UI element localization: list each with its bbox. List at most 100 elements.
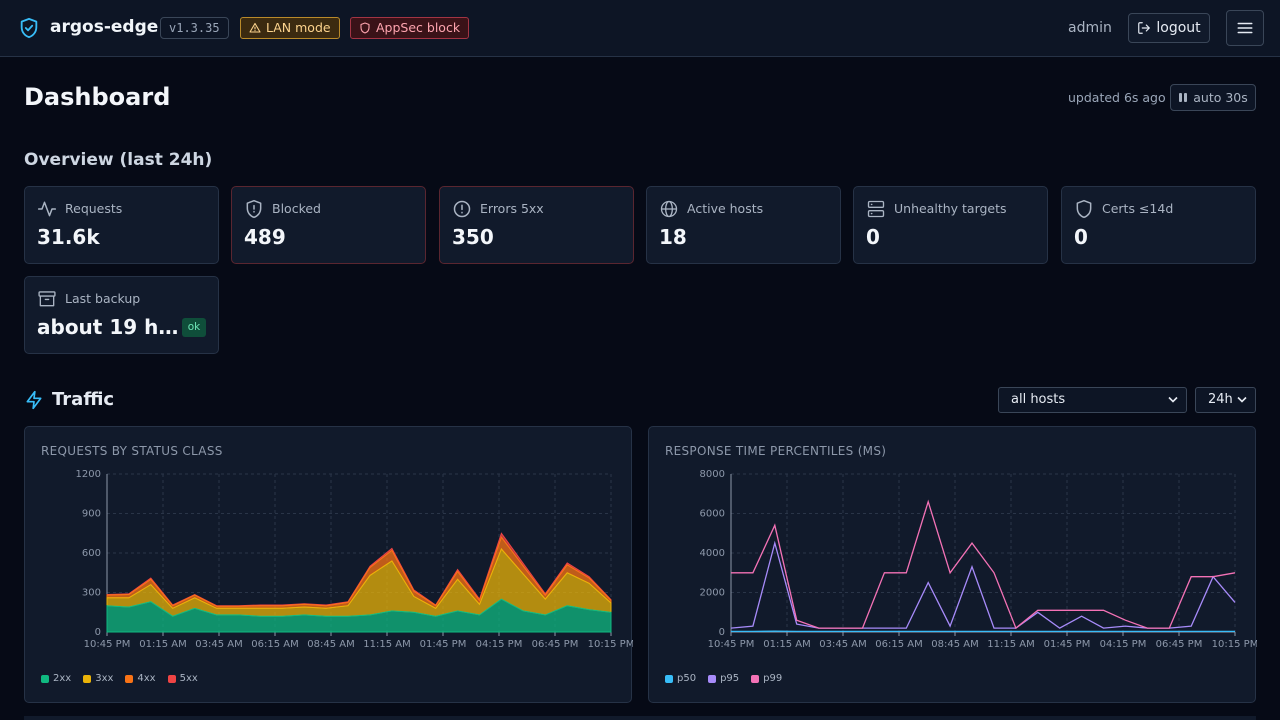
y-tick-label: 8000: [700, 469, 725, 480]
stat-label: Unhealthy targets: [894, 201, 1007, 216]
x-tick-label: 01:15 AM: [139, 639, 186, 650]
appsec-badge: AppSec block: [350, 17, 470, 39]
stat-value: about 19 h…: [37, 315, 179, 339]
menu-button[interactable]: [1226, 10, 1264, 46]
x-tick-label: 06:15 AM: [875, 639, 922, 650]
legend-label: p50: [677, 673, 697, 684]
stat-label: Active hosts: [687, 201, 764, 216]
stat-card-blocked[interactable]: Blocked 489: [231, 186, 426, 264]
stat-label: Errors 5xx: [480, 201, 544, 216]
x-tick-label: 10:45 PM: [708, 639, 755, 650]
chart-legend: p50 p95 p99: [665, 673, 782, 684]
stat-label: Certs ≤14d: [1102, 201, 1174, 216]
y-tick-label: 1200: [76, 469, 101, 480]
stat-value: 18: [659, 225, 687, 249]
lan-mode-label: LAN mode: [266, 20, 331, 35]
latency-chart: 0 2000 4000 6000 8000 10:45 PM 01:15 AM 03:45 A…: [700, 469, 1257, 650]
username: admin: [1068, 20, 1112, 36]
legend-label: 5xx: [179, 673, 198, 684]
stat-card-last-backup[interactable]: Last backup about 19 h… ok: [24, 276, 219, 354]
stat-card-requests[interactable]: Requests 31.6k: [24, 186, 219, 264]
chart-title: REQUESTS BY STATUS CLASS: [41, 444, 223, 458]
stat-card-active-hosts[interactable]: Active hosts 18: [646, 186, 841, 264]
stat-value: 0: [1074, 225, 1088, 249]
range-select-value: 24h: [1208, 392, 1233, 407]
brand-name[interactable]: argos-edge: [50, 17, 159, 37]
host-select[interactable]: all hosts: [998, 387, 1187, 413]
archive-icon: [38, 291, 56, 307]
y-tick-label: 2000: [700, 588, 725, 599]
y-tick-label: 300: [82, 588, 101, 599]
legend-item-2xx: 2xx: [41, 673, 71, 684]
legend-item-p50: p50: [665, 673, 696, 684]
version-badge: v1.3.35: [160, 17, 229, 39]
globe-icon: [660, 200, 678, 218]
legend-item-p95: p95: [708, 673, 739, 684]
y-tick-label: 4000: [700, 548, 725, 559]
host-select-value: all hosts: [1011, 392, 1066, 407]
stat-value: 31.6k: [37, 225, 100, 249]
stat-label: Requests: [65, 201, 123, 216]
next-section-edge: [24, 716, 1256, 720]
y-tick-label: 0: [719, 627, 725, 638]
top-bar: argos-edge v1.3.35 LAN mode AppSec block…: [0, 0, 1280, 57]
stat-card-certs[interactable]: Certs ≤14d 0: [1061, 186, 1256, 264]
appsec-label: AppSec block: [376, 20, 461, 35]
x-tick-label: 04:15 PM: [476, 639, 523, 650]
page-title: Dashboard: [24, 83, 171, 111]
lan-mode-badge: LAN mode: [240, 17, 340, 39]
hamburger-icon: [1237, 22, 1253, 34]
x-tick-label: 10:15 PM: [588, 639, 633, 650]
auto-refresh-button[interactable]: auto 30s: [1170, 84, 1256, 111]
activity-icon: [37, 201, 57, 217]
x-tick-label: 03:45 AM: [195, 639, 242, 650]
series-line-p99: [731, 499, 1236, 630]
stat-label: Blocked: [272, 201, 321, 216]
legend-item-4xx: 4xx: [125, 673, 156, 684]
x-tick-label: 04:15 PM: [1100, 639, 1147, 650]
stat-label: Last backup: [65, 291, 141, 306]
y-tick-label: 0: [95, 627, 101, 638]
range-select[interactable]: 24h: [1195, 387, 1256, 413]
chevron-down-icon: [1237, 396, 1247, 403]
legend-item-3xx: 3xx: [83, 673, 113, 684]
logout-label: logout: [1156, 20, 1201, 36]
legend-label: 4xx: [137, 673, 156, 684]
y-tick-label: 6000: [700, 509, 725, 520]
x-tick-label: 10:45 PM: [84, 639, 131, 650]
lightning-icon: [26, 390, 42, 410]
latency-chart-card: RESPONSE TIME PERCENTILES (MS) 0 2000 4000…: [648, 426, 1257, 703]
brand-shield-icon: [20, 17, 38, 39]
logout-button[interactable]: logout: [1128, 13, 1210, 43]
auto-refresh-label: auto 30s: [1193, 90, 1248, 105]
legend-label: 3xx: [95, 673, 114, 684]
shield-icon: [360, 22, 370, 34]
stat-card-errors[interactable]: Errors 5xx 350: [439, 186, 634, 264]
stat-card-unhealthy-targets[interactable]: Unhealthy targets 0: [853, 186, 1048, 264]
requests-chart-card: REQUESTS BY STATUS CLASS 0 300 600 900 1200 1…: [24, 426, 633, 703]
alert-circle-icon: [453, 200, 471, 218]
x-tick-label: 08:45 AM: [307, 639, 354, 650]
series-line-p95: [730, 540, 1236, 629]
warning-icon: [249, 22, 261, 33]
x-tick-label: 11:15 AM: [987, 639, 1034, 650]
legend-item-p99: p99: [751, 673, 782, 684]
server-icon: [867, 200, 885, 218]
stat-value: 0: [866, 225, 880, 249]
x-tick-label: 01:15 AM: [763, 639, 810, 650]
requests-chart: 0 300 600 900 1200 10:45 PM 01:15 AM 03:45 AM 06…: [76, 469, 633, 650]
x-tick-label: 06:45 PM: [532, 639, 579, 650]
legend-label: 2xx: [53, 673, 72, 684]
legend-item-5xx: 5xx: [167, 673, 198, 684]
legend-label: p95: [720, 673, 740, 684]
y-tick-label: 900: [82, 509, 101, 520]
updated-timestamp: updated 6s ago: [1068, 90, 1166, 105]
x-tick-label: 01:45 PM: [420, 639, 467, 650]
traffic-title: Traffic: [52, 389, 115, 410]
stat-value: 350: [452, 225, 494, 249]
pause-icon: [1179, 93, 1188, 102]
chevron-down-icon: [1168, 396, 1178, 403]
x-tick-label: 06:15 AM: [251, 639, 298, 650]
backup-status-badge: ok: [182, 318, 206, 337]
chart-legend: 2xx 3xx 4xx 5xx: [41, 673, 198, 684]
